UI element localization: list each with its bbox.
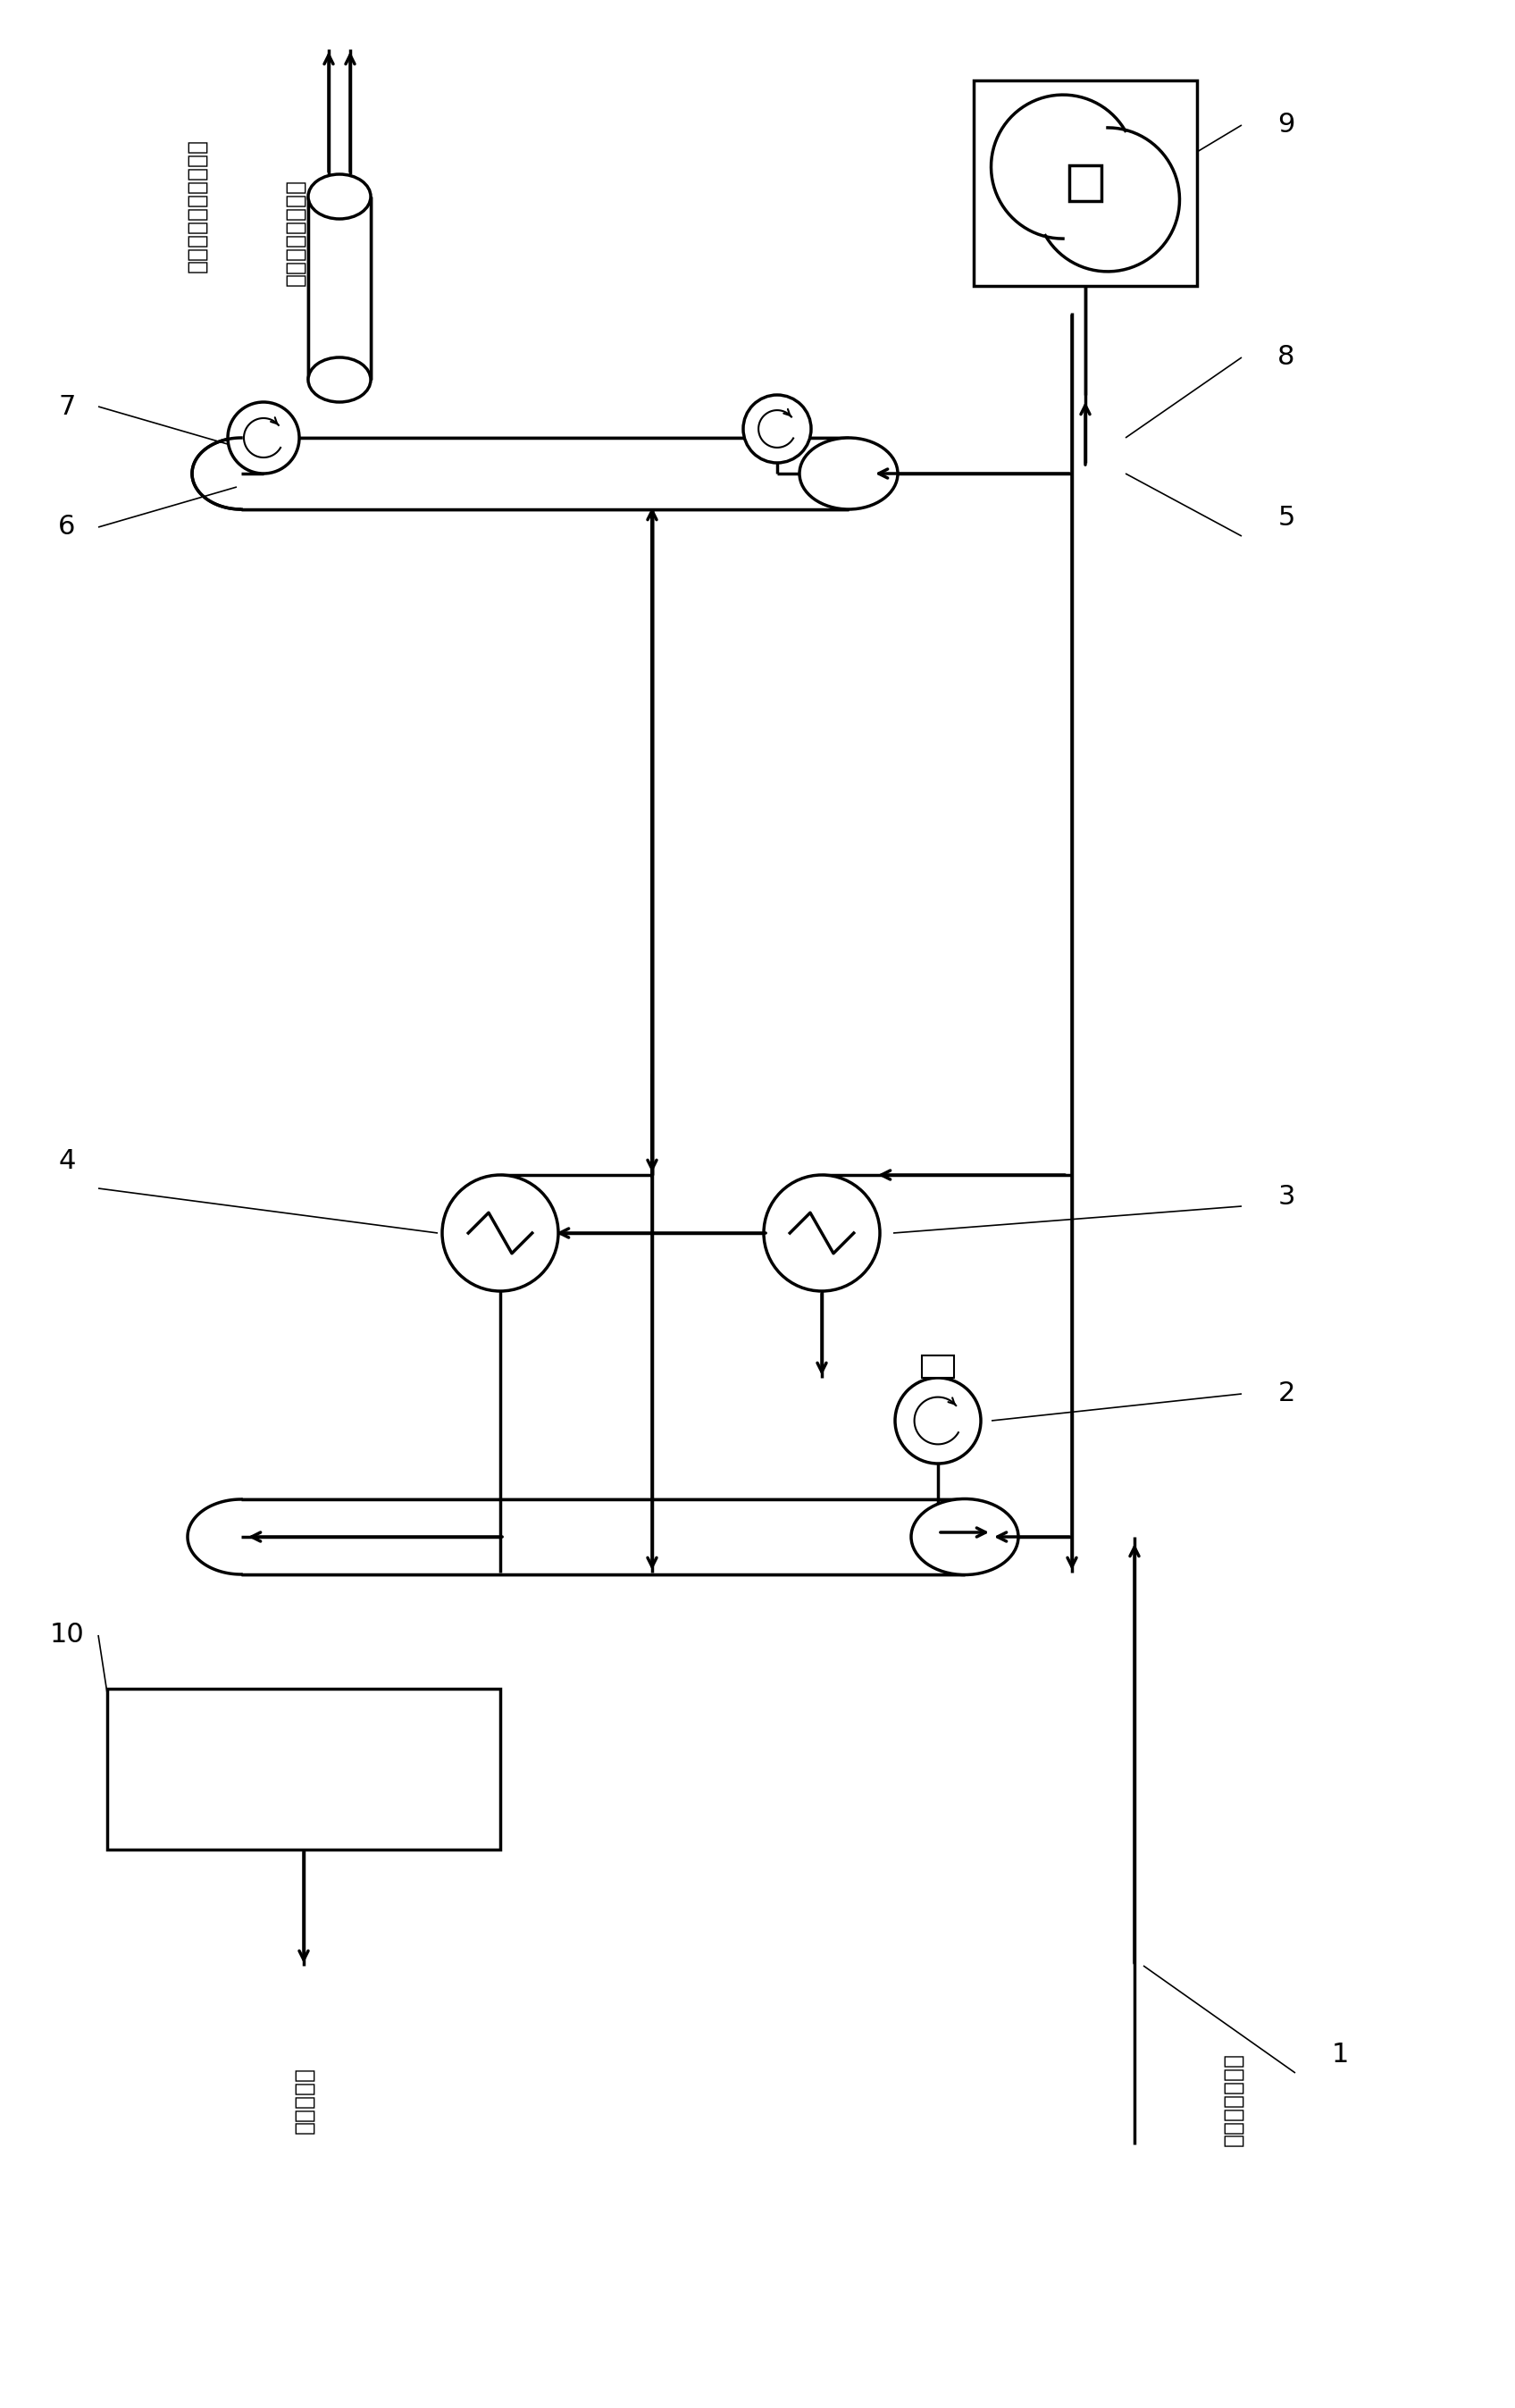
Text: 10: 10 bbox=[50, 1623, 85, 1647]
Bar bbox=[308, 197, 371, 380]
Circle shape bbox=[227, 402, 300, 474]
Circle shape bbox=[895, 1377, 980, 1464]
Bar bbox=[241, 1498, 965, 1575]
Bar bbox=[1070, 166, 1101, 200]
Circle shape bbox=[744, 395, 811, 462]
Ellipse shape bbox=[308, 173, 371, 219]
Bar bbox=[974, 79, 1197, 287]
Text: 1: 1 bbox=[1332, 2042, 1348, 2068]
Ellipse shape bbox=[308, 356, 371, 402]
Circle shape bbox=[442, 1175, 559, 1291]
Text: 4: 4 bbox=[59, 1149, 76, 1175]
Text: 9: 9 bbox=[1277, 113, 1295, 137]
Text: 8: 8 bbox=[1277, 344, 1295, 371]
Ellipse shape bbox=[800, 438, 898, 510]
Text: 甲苯去氯化苄生产: 甲苯去氯化苄生产 bbox=[285, 178, 306, 287]
Text: 5: 5 bbox=[1277, 506, 1295, 532]
Bar bbox=[921, 1356, 954, 1377]
Ellipse shape bbox=[911, 1498, 1018, 1575]
Text: 氯化苯生产尾气: 氯化苯生产尾气 bbox=[1223, 2054, 1244, 2146]
Text: 6: 6 bbox=[59, 515, 76, 539]
Text: 2: 2 bbox=[1277, 1380, 1295, 1406]
Text: 3: 3 bbox=[1277, 1185, 1295, 1211]
Text: 7: 7 bbox=[59, 393, 76, 419]
Text: 氯化氢去盐酸处理单元: 氯化氢去盐酸处理单元 bbox=[186, 140, 208, 272]
Text: 去盐酸装置: 去盐酸装置 bbox=[292, 2066, 315, 2133]
Bar bbox=[241, 438, 848, 510]
Circle shape bbox=[764, 1175, 880, 1291]
Bar bbox=[108, 1688, 500, 1849]
